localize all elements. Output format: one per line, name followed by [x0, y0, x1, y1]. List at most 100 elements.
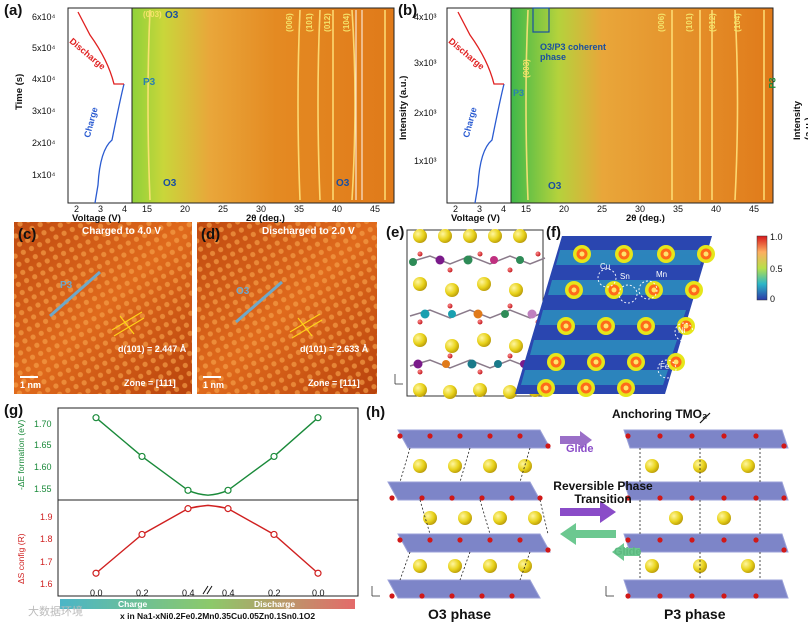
panel-b-ttick: 25: [597, 204, 608, 214]
g-bottom-ytick: 1.8: [40, 534, 53, 544]
anchor-label: Anchoring TMO₂: [612, 407, 708, 421]
g-xtick: 0.2: [136, 588, 149, 598]
g-charge-bar-label: Charge: [118, 599, 148, 609]
panel-b-ttick: 40: [711, 204, 722, 214]
atom-cu: Cu: [600, 262, 611, 271]
density-blob: [579, 251, 585, 257]
g-xtick: 0.2: [268, 588, 281, 598]
g-discharge-bar-label: Discharge: [254, 599, 296, 609]
panel-d-dspacing: d(101) = 2.633 Å: [300, 344, 369, 354]
panel-a-ttick: 40: [332, 204, 343, 214]
config-entropy-point: [138, 530, 146, 539]
atom-ni: Ni: [678, 326, 686, 335]
g-bottom-ylabel: ΔS config (R): [16, 533, 26, 584]
hrtem-d: [197, 222, 377, 394]
peak-101-a: (101): [304, 13, 314, 32]
panel-a-ttick: 15: [142, 204, 153, 214]
panel-h-label: (h): [366, 404, 386, 421]
density-blob: [603, 323, 609, 329]
panel-a-ttick: 45: [370, 204, 381, 214]
panel-b-vtick: 3: [477, 204, 483, 214]
panel-b-volt-title: Voltage (V): [451, 213, 500, 224]
panel-b-vtick: 4: [501, 204, 507, 214]
panel-a-ytick: 2x10⁴: [32, 138, 56, 148]
hrtem-c: [14, 222, 192, 394]
formation-energy-point: [138, 452, 146, 461]
density-blob: [543, 385, 549, 391]
density-blob: [673, 359, 679, 365]
panel-b-ttick: 15: [521, 204, 532, 214]
panel-b-ytick: 2x10³: [414, 108, 437, 118]
panel-b: [446, 7, 774, 204]
g-xlabel: x in Na1-xNi0.2Fe0.2Mn0.35Cu0.05Zn0.1Sn0…: [120, 611, 316, 621]
g-bottom-ytick: 1.6: [40, 579, 53, 589]
panel-a-ttick: 30: [256, 204, 267, 214]
panel-a-volt-title: Voltage (V): [72, 213, 121, 224]
g-top-ytick: 1.65: [34, 440, 52, 450]
g-xtick: 0.4: [182, 588, 195, 598]
atom-sn: Sn: [620, 272, 630, 281]
peak-101-b: (101): [684, 13, 694, 32]
panel-f-label: (f): [546, 224, 561, 241]
panel-c-zone: Zone = [111]: [124, 378, 176, 388]
panel-d-zone: Zone = [111]: [308, 378, 360, 388]
phase-o3-bottom-a: O3: [163, 178, 177, 189]
g-bottom-ytick: 1.7: [40, 557, 53, 567]
panel-b-ttick: 45: [749, 204, 760, 214]
config-entropy-point: [270, 530, 278, 539]
density-blob: [563, 323, 569, 329]
atom-mn: Mn: [656, 270, 668, 279]
panel-d-title: Discharged to 2.0 V: [262, 226, 355, 237]
colorbar-min: 0: [770, 294, 776, 304]
peak-006-a: (006): [284, 13, 294, 32]
g-top-ytick: 1.55: [34, 484, 52, 494]
phase-p3-left-b: P3: [513, 88, 525, 98]
formation-energy-point: [224, 486, 232, 494]
panel-d-phase: O3: [236, 286, 250, 297]
density-blob: [583, 385, 589, 391]
p3-phase-label: P3 phase: [664, 606, 726, 622]
panel-a-label: (a): [4, 2, 23, 19]
density-blob: [651, 287, 657, 293]
density-blob: [643, 323, 649, 329]
density-blob: [691, 287, 697, 293]
g-xtick: 0.0: [90, 588, 103, 598]
panel-g: [57, 407, 359, 609]
g-top-ylabel: -ΔE formation (eV): [16, 419, 26, 490]
g-top-ytick: 1.60: [34, 462, 52, 472]
panel-c-title: Charged to 4.0 V: [82, 226, 161, 237]
panel-a-y-title: Time (s): [14, 73, 25, 110]
density-blob: [611, 287, 617, 293]
charge-density-map-f: [515, 235, 768, 397]
colorbar-mid: 0.5: [770, 264, 783, 274]
watermark: 大数据环境: [28, 606, 83, 618]
phase-p3-right-b: P3: [767, 77, 778, 89]
phase-transition-h: [371, 412, 789, 599]
panel-a-ttick: 20: [180, 204, 191, 214]
formation-energy-point: [184, 486, 192, 494]
panel-a-vtick: 3: [98, 204, 104, 214]
phase-o3-right-a: O3: [336, 178, 350, 189]
panel-d-label: (d): [201, 226, 221, 243]
peak-104-a: (104): [341, 13, 351, 32]
density-blob: [703, 251, 709, 257]
panel-b-vtick: 2: [453, 204, 459, 214]
panel-b-theta-title: 2θ (deg.): [626, 213, 665, 224]
panel-b-ttick: 20: [559, 204, 570, 214]
panel-c-dspacing: d(101) = 2.447 Å: [118, 344, 187, 354]
phase-o3-b: O3: [548, 181, 562, 192]
panel-a-ytick: 1x10⁴: [32, 170, 56, 180]
coherent-phase-annotation: O3/P3 coherent phase: [540, 42, 607, 62]
panel-a-ttick: 25: [218, 204, 229, 214]
density-blob: [683, 323, 689, 329]
panel-d-scale: 1 nm: [203, 380, 225, 390]
phase-o3-top-a: O3: [165, 10, 179, 21]
atom-zn: Zn: [686, 366, 696, 375]
g-top-ytick: 1.70: [34, 419, 52, 429]
o3-phase-label: O3 phase: [428, 606, 492, 622]
panel-b-y-title: Intensity (a.u.): [398, 75, 409, 140]
panel-c-scale: 1 nm: [20, 380, 42, 390]
panel-a-ytick: 3x10⁴: [32, 106, 56, 116]
crystal-structure-e: [394, 229, 546, 399]
peak-012-b: (012): [707, 13, 717, 32]
